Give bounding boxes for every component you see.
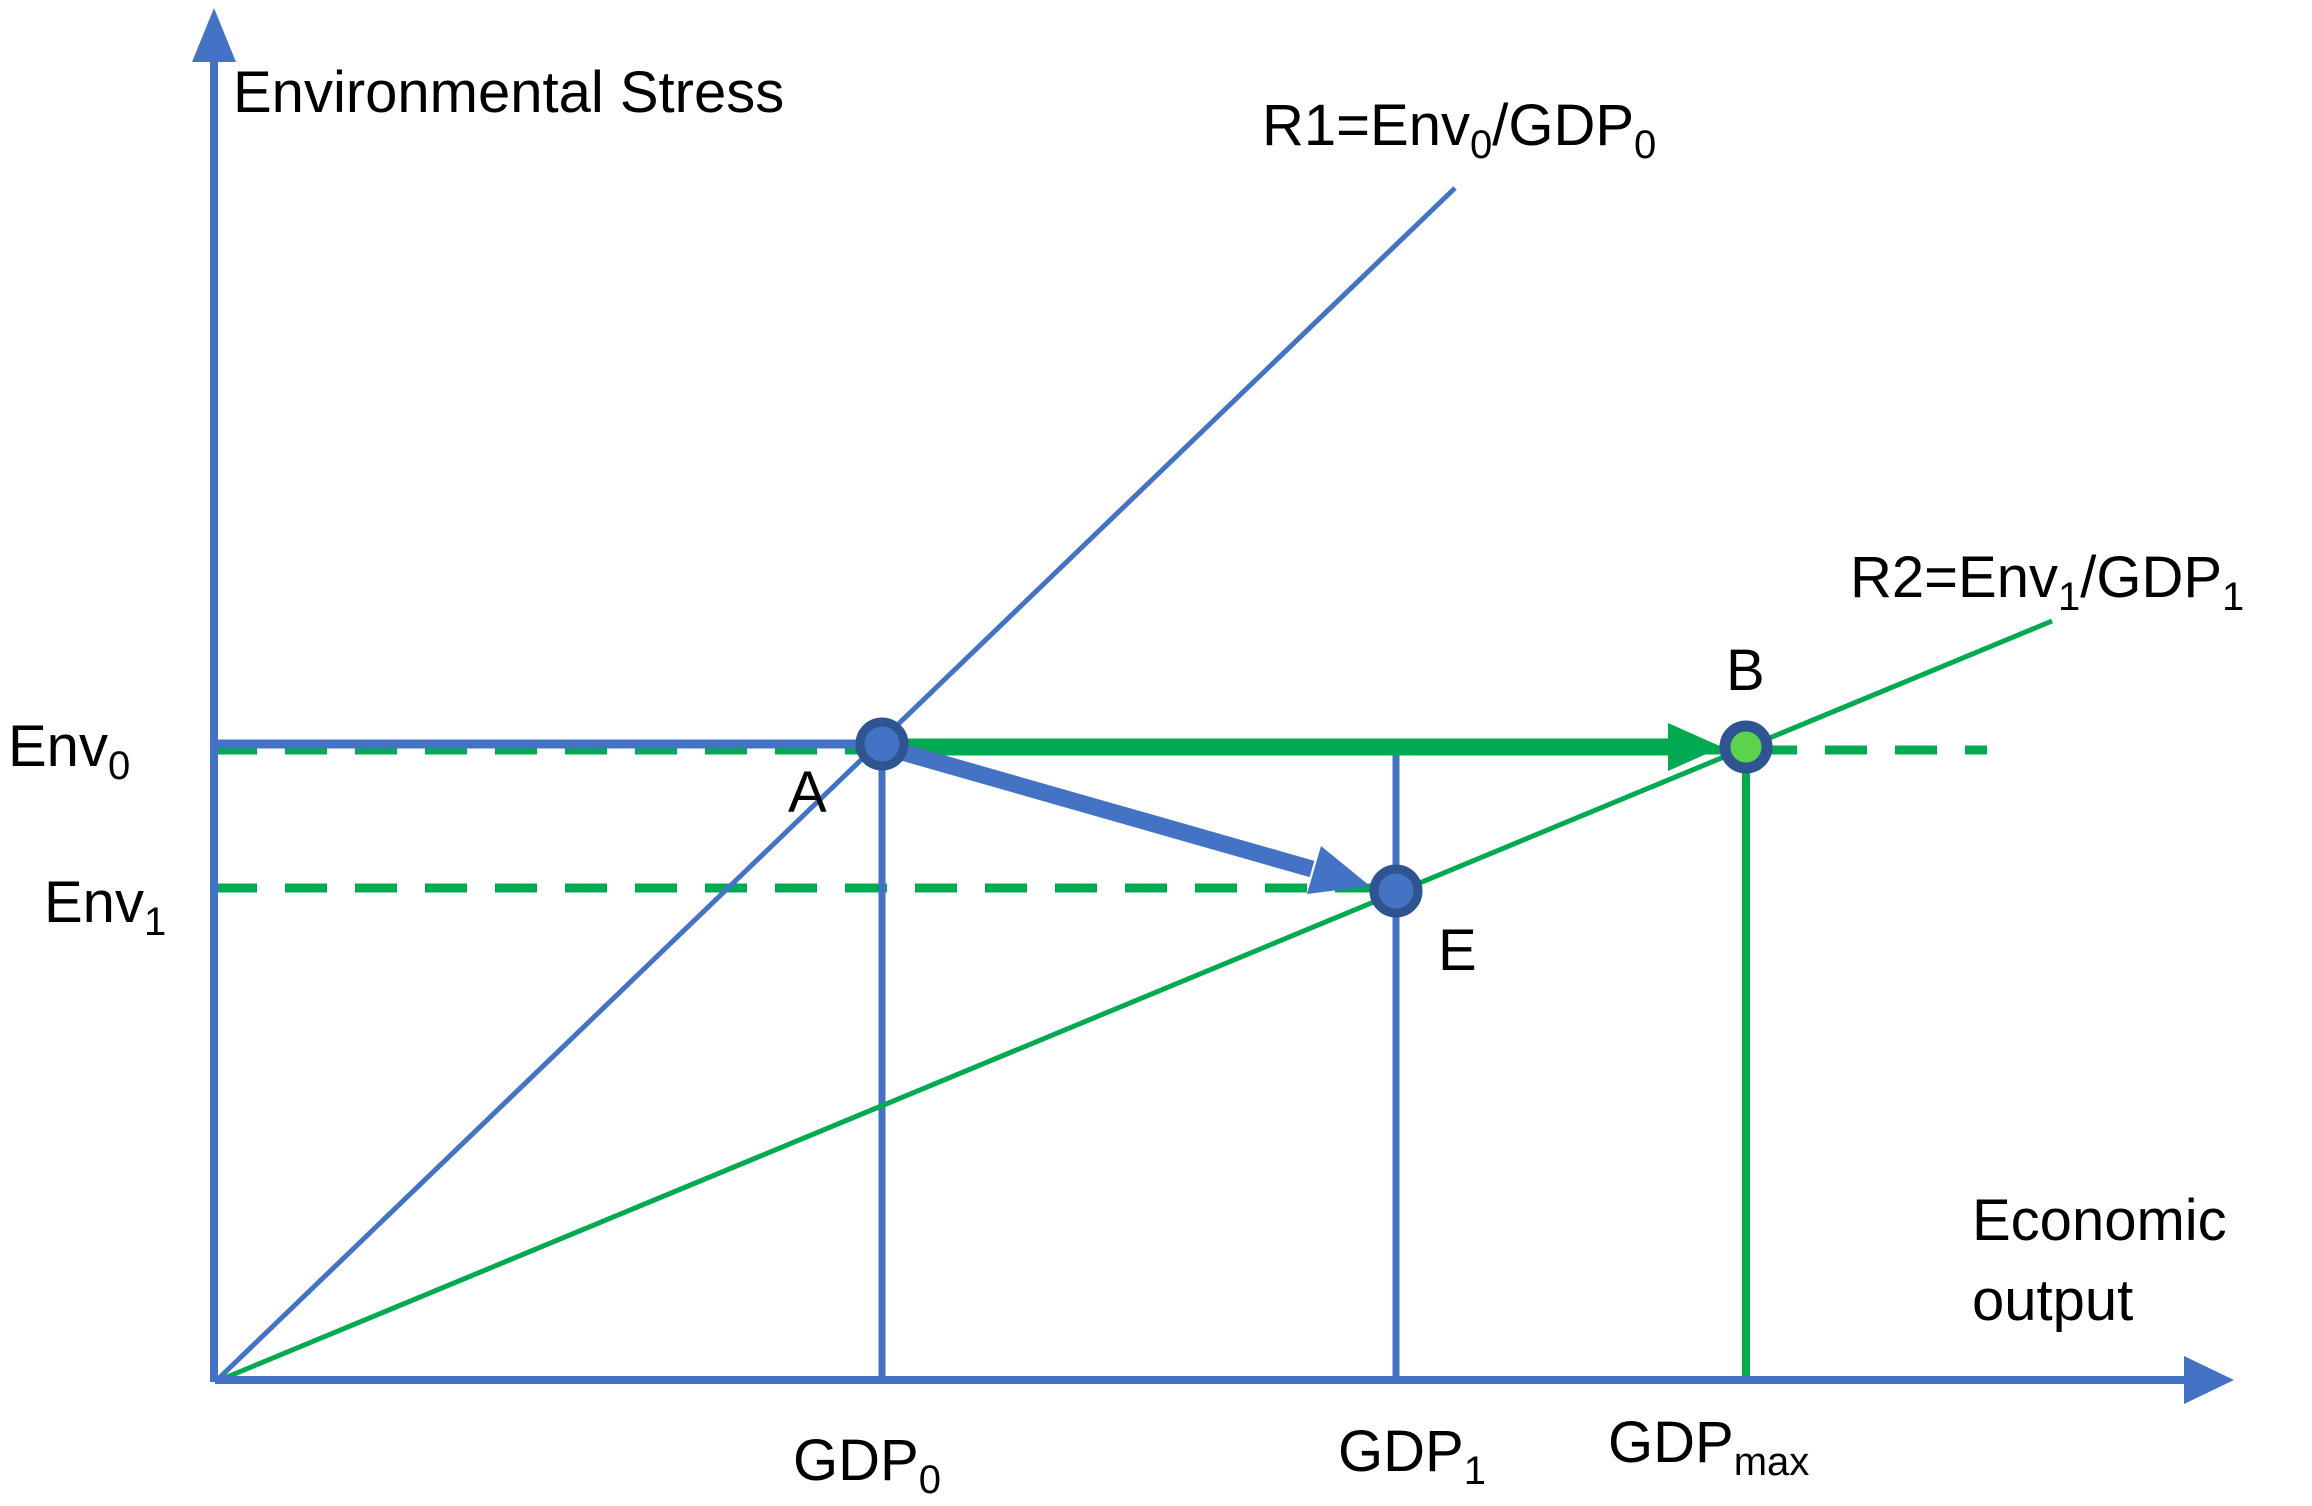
point-a-label: A bbox=[788, 760, 827, 825]
r1-ray-line bbox=[213, 186, 1457, 1384]
x-axis-label-line1: Economic bbox=[1972, 1188, 2227, 1253]
point-e-marker bbox=[1369, 864, 1423, 918]
env1-tick-label: Env1 bbox=[44, 870, 166, 944]
gdp0-tick-label: GDP0 bbox=[793, 1428, 941, 1502]
y-axis-arrow-icon bbox=[192, 8, 236, 62]
gdpmax-tick-label: GDPmax bbox=[1608, 1410, 1809, 1484]
x-axis-label-line2: output bbox=[1972, 1268, 2133, 1333]
r1-label: R1=Env0/GDP0 bbox=[1262, 93, 1656, 167]
gdp1-tick-label: GDP1 bbox=[1338, 1419, 1486, 1493]
decoupling-arrow-blue-shaft bbox=[885, 739, 1315, 878]
decoupling-arrow-blue-head-icon bbox=[1307, 846, 1370, 894]
r2-label: R2=Env1/GDP1 bbox=[1850, 545, 2244, 619]
y-axis-label: Environmental Stress bbox=[233, 60, 784, 125]
point-e-label: E bbox=[1438, 918, 1477, 983]
env0-tick-label: Env0 bbox=[8, 714, 130, 788]
growth-arrow-green-head-icon bbox=[1668, 723, 1722, 771]
point-b-marker bbox=[1719, 720, 1773, 774]
x-axis-arrow-icon bbox=[2184, 1356, 2234, 1404]
r2-ray-line bbox=[214, 618, 2053, 1385]
point-b-label: B bbox=[1726, 638, 1765, 703]
point-a-marker bbox=[855, 717, 909, 771]
